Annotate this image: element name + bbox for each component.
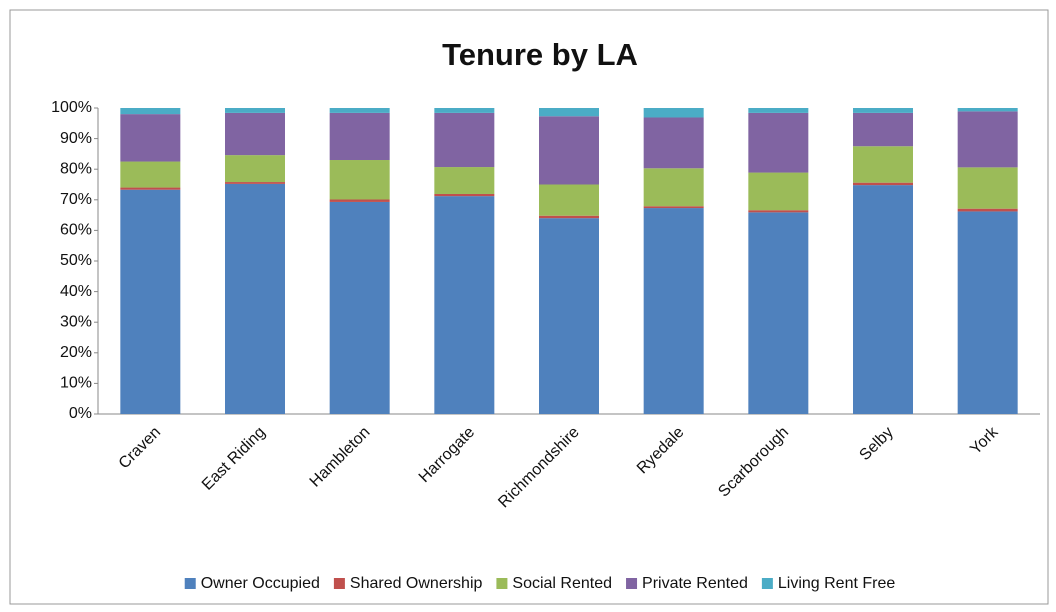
bar-segment <box>120 114 181 162</box>
bar-segment <box>748 212 809 414</box>
bar-segment <box>434 196 495 414</box>
bar-segment <box>120 187 181 190</box>
bar-segment <box>957 167 1018 209</box>
bar-segment <box>434 112 495 168</box>
y-tick-label: 90% <box>60 130 92 147</box>
bar-segment <box>329 160 390 200</box>
bar-segment <box>225 183 285 414</box>
bar-segment <box>748 172 809 211</box>
y-tick-label: 70% <box>60 191 92 208</box>
bar-segment <box>225 155 285 183</box>
bar-segment <box>329 201 390 414</box>
y-tick-label: 40% <box>60 283 92 300</box>
bar-segment <box>643 168 704 207</box>
legend-swatch <box>333 578 345 589</box>
bar-segment <box>853 108 913 113</box>
legend-label: Living Rent Free <box>778 575 895 592</box>
bar-segment <box>957 108 1018 112</box>
legend-label: Social Rented <box>512 575 612 592</box>
bar-segment <box>120 189 181 414</box>
y-tick-label: 10% <box>60 375 92 392</box>
bar-segment <box>329 112 390 161</box>
bar-segment <box>225 182 285 184</box>
bar-segment <box>434 193 495 197</box>
bar-segment <box>957 111 1018 168</box>
bar-segment <box>225 108 285 113</box>
legend-label: Owner Occupied <box>201 575 320 592</box>
bar-segment <box>957 208 1018 212</box>
legend-swatch <box>184 578 196 589</box>
bar-segment <box>539 218 599 414</box>
bar-segment <box>643 208 704 414</box>
y-tick-label: 20% <box>60 344 92 361</box>
bar-segment <box>748 210 809 213</box>
bar-segment <box>853 112 913 147</box>
bar-segment <box>853 185 913 414</box>
y-tick-label: 0% <box>69 405 92 422</box>
bar-segment <box>434 167 495 194</box>
y-tick-label: 30% <box>60 313 92 330</box>
chart-title: Tenure by LA <box>442 37 638 72</box>
legend-swatch <box>761 578 773 589</box>
bar-segment <box>748 108 809 113</box>
bar-segment <box>539 116 599 185</box>
bar-segment <box>225 112 285 156</box>
bar-segment <box>957 211 1018 414</box>
bar-segment <box>748 112 809 173</box>
y-tick-label: 80% <box>60 160 92 177</box>
bar-segment <box>853 146 913 183</box>
bar-segment <box>329 199 390 202</box>
bar-segment <box>434 108 495 113</box>
bar-segment <box>539 184 599 216</box>
bar-segment <box>853 182 913 186</box>
legend-label: Shared Ownership <box>350 575 483 592</box>
bar-segment <box>643 206 704 209</box>
y-tick-label: 60% <box>60 222 92 239</box>
legend-swatch <box>626 578 638 589</box>
bar-segment <box>329 108 390 113</box>
bar-segment <box>539 215 599 219</box>
bar-segment <box>120 108 181 115</box>
y-tick-label: 50% <box>60 252 92 269</box>
legend-swatch <box>496 578 508 589</box>
bar-segment <box>643 108 704 118</box>
legend-label: Private Rented <box>642 575 748 592</box>
bar-segment <box>539 108 599 117</box>
bar-segment <box>120 161 181 188</box>
bar-segment <box>643 117 704 169</box>
y-tick-label: 100% <box>51 99 92 116</box>
